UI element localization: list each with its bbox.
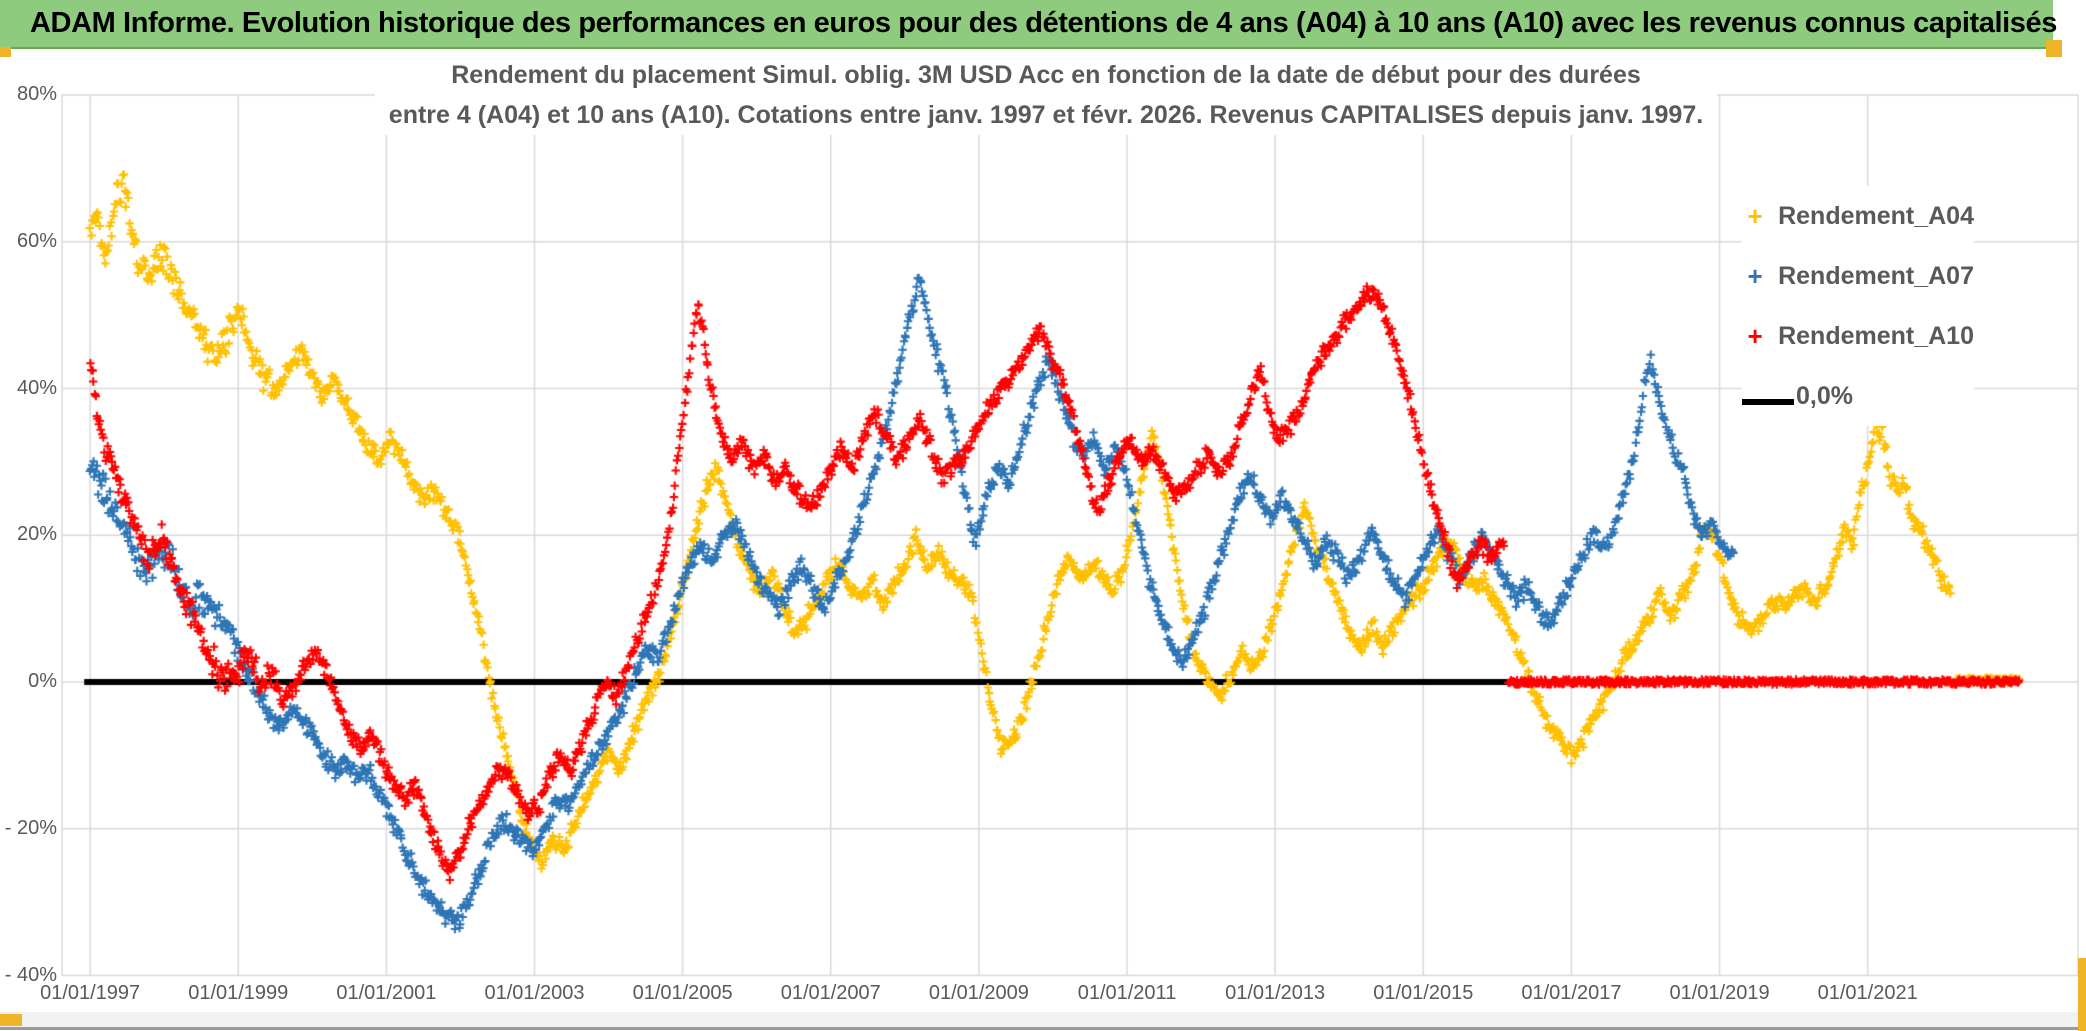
legend-item: + Rendement_A07 (1742, 246, 1974, 306)
x-tick-label: 01/01/2013 (1225, 982, 1326, 1004)
legend-item: 0,0% (1742, 366, 1974, 426)
y-tick-label: - 40% (4, 963, 57, 986)
accent-topleft-square (0, 47, 11, 57)
y-tick-label: 0% (28, 670, 57, 692)
header-title: ADAM Informe. Evolution historique des p… (30, 7, 2057, 39)
x-tick-label: 01/01/2019 (1669, 982, 1770, 1004)
header-banner: ADAM Informe. Evolution historique des p… (0, 0, 2057, 49)
bottom-strip (0, 1012, 2086, 1030)
x-tick-label: 01/01/2003 (484, 982, 585, 1004)
accent-bottomleft-square (0, 1014, 22, 1026)
x-tick-label: 01/01/2009 (928, 982, 1029, 1004)
x-tick-label: 01/01/2017 (1521, 982, 1622, 1004)
x-tick-label: 01/01/2007 (780, 982, 881, 1004)
y-tick-label: - 20% (4, 816, 57, 839)
chart-title: Rendement du placement Simul. oblig. 3M … (374, 55, 1718, 135)
legend-item: + Rendement_A10 (1742, 306, 1974, 366)
chart-title-line2: entre 4 (A04) et 10 ans (A10). Cotations… (388, 101, 1704, 129)
legend-label: 0,0% (1796, 381, 1853, 410)
legend-label: Rendement_A04 (1778, 201, 1974, 230)
legend-plus-marker-icon: + (1747, 200, 1763, 231)
accent-right-strip (2078, 958, 2086, 1031)
legend-line-swatch (1742, 381, 1794, 412)
y-tick-label: 60% (16, 229, 57, 252)
x-tick-label: 01/01/2021 (1817, 982, 1918, 1004)
chart-title-line1: Rendement du placement Simul. oblig. 3M … (451, 61, 1641, 89)
x-tick-label: 01/01/2011 (1077, 982, 1177, 1004)
y-tick-label: 80% (16, 83, 57, 105)
x-tick-label: 01/01/2015 (1373, 982, 1474, 1004)
x-tick-label: 01/01/1999 (188, 982, 289, 1004)
legend-label: Rendement_A07 (1778, 261, 1974, 290)
y-tick-label: 20% (16, 523, 57, 546)
x-tick-label: 01/01/2001 (336, 982, 437, 1004)
legend-plus-marker-icon: + (1747, 260, 1763, 291)
accent-topright-square (2046, 40, 2062, 57)
legend-item: + Rendement_A04 (1742, 186, 1974, 246)
y-tick-label: 40% (16, 376, 57, 399)
zero-line-swatch (1742, 398, 1794, 405)
x-tick-label: 01/01/1997 (40, 982, 141, 1004)
legend-plus-marker-icon: + (1747, 320, 1763, 351)
legend: + Rendement_A04 + Rendement_A07 + Rendement_A… (1742, 186, 1974, 426)
x-tick-label: 01/01/2005 (632, 982, 733, 1004)
legend-label: Rendement_A10 (1778, 321, 1974, 350)
